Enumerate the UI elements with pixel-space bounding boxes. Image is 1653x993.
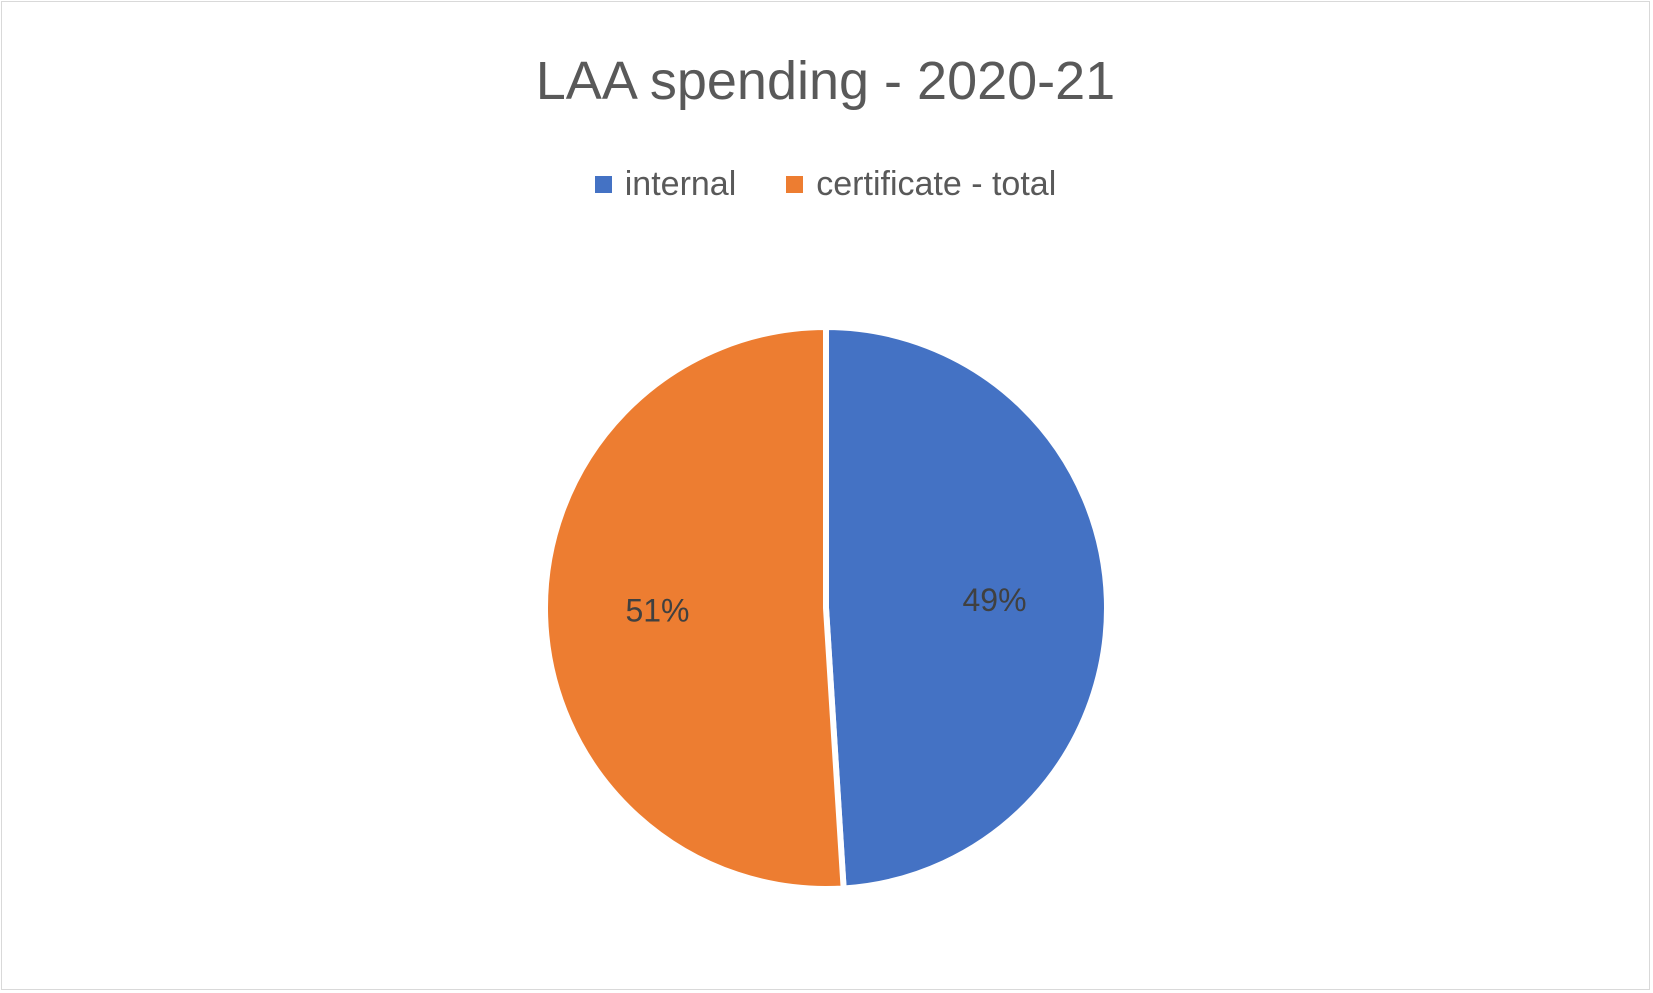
chart-legend: internal certificate - total <box>2 165 1649 204</box>
pie-labels: 49% 51% <box>625 582 1026 629</box>
legend-label-internal: internal <box>624 165 737 203</box>
legend-swatch-certificate-total <box>786 176 804 193</box>
chart-title: LAA spending - 2020-21 <box>535 51 1116 111</box>
legend-item-certificate-total: certificate - total <box>786 165 1056 204</box>
pie-slice-certificate-total <box>541 324 847 892</box>
data-label-certificate-total: 51% <box>625 593 689 629</box>
legend-swatch-internal <box>594 176 612 193</box>
legend-item-internal: internal <box>594 165 737 204</box>
legend-label-certificate-total: certificate - total <box>816 165 1057 203</box>
pie-slice-internal <box>823 324 1110 892</box>
data-label-internal: 49% <box>962 582 1026 618</box>
pie-slices <box>541 324 1110 892</box>
